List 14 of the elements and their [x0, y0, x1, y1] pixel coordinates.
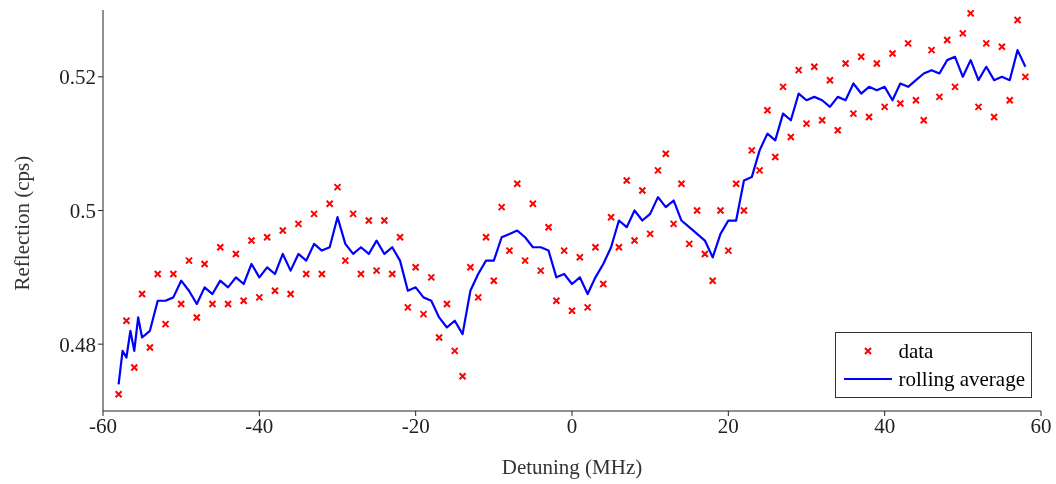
x-tick-label: -40 [245, 413, 274, 438]
x-tick-label: 20 [717, 413, 739, 438]
legend-label: data [898, 338, 934, 365]
y-tick-label: 0.48 [59, 332, 96, 357]
x-tick-label: -20 [401, 413, 430, 438]
y-tick-label: 0.5 [69, 198, 96, 223]
x-tick-label: 40 [874, 413, 896, 438]
y-tick-label: 0.52 [59, 65, 96, 90]
legend-label: rolling average [898, 366, 1025, 393]
x-axis-title: Detuning (MHz) [501, 455, 643, 479]
y-axis-title: Reflection (cps) [10, 155, 35, 291]
x-tick-label: -60 [89, 413, 117, 438]
x-tick-label: 0 [566, 413, 578, 438]
x-tick-label: 60 [1030, 413, 1052, 438]
